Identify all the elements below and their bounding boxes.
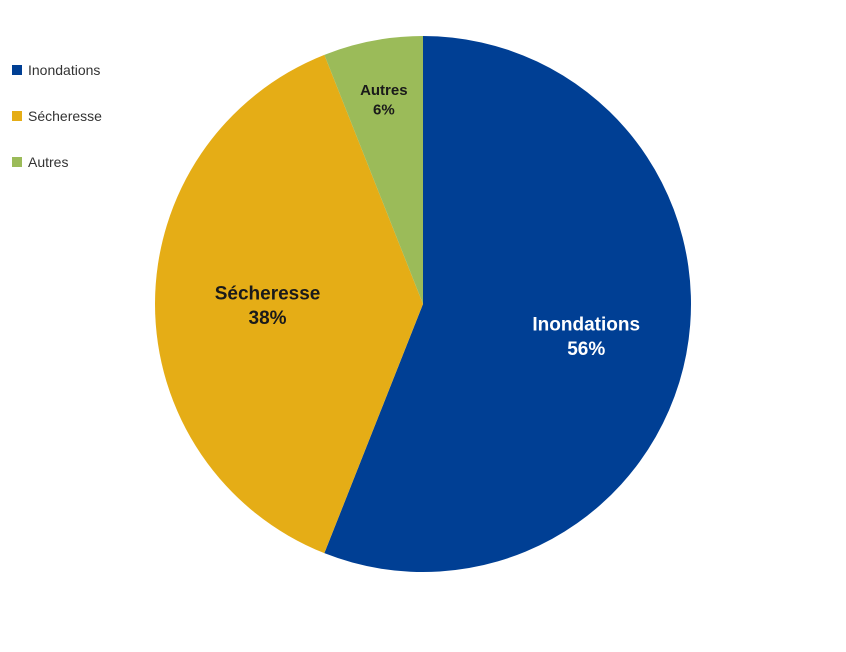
slice-label-name-inondations: Inondations	[532, 314, 640, 335]
slice-label-autres: Autres 6%	[360, 82, 408, 119]
slice-label-value-secheresse: 38%	[249, 308, 287, 329]
slice-label-name-secheresse: Sécheresse	[215, 283, 321, 304]
legend-swatch-secheresse	[12, 111, 22, 121]
legend-swatch-autres	[12, 157, 22, 167]
legend-label-autres: Autres	[28, 154, 69, 170]
legend: Inondations Sécheresse Autres	[12, 60, 102, 198]
legend-item-inondations: Inondations	[12, 60, 102, 80]
slice-label-secheresse: Sécheresse 38%	[215, 283, 321, 329]
pie-slice-inondations	[324, 36, 691, 572]
pie-slice-autres	[324, 36, 423, 304]
legend-item-autres: Autres	[12, 152, 102, 172]
slice-label-name-autres: Autres	[360, 82, 408, 99]
pie-slice-secheresse	[155, 54, 424, 554]
legend-item-secheresse: Sécheresse	[12, 106, 102, 126]
slice-label-inondations: Inondations 56%	[532, 314, 640, 360]
slice-label-value-inondations: 56%	[567, 339, 605, 360]
legend-label-secheresse: Sécheresse	[28, 108, 102, 124]
legend-swatch-inondations	[12, 65, 22, 75]
slice-label-value-autres: 6%	[373, 101, 395, 118]
legend-label-inondations: Inondations	[28, 62, 101, 78]
